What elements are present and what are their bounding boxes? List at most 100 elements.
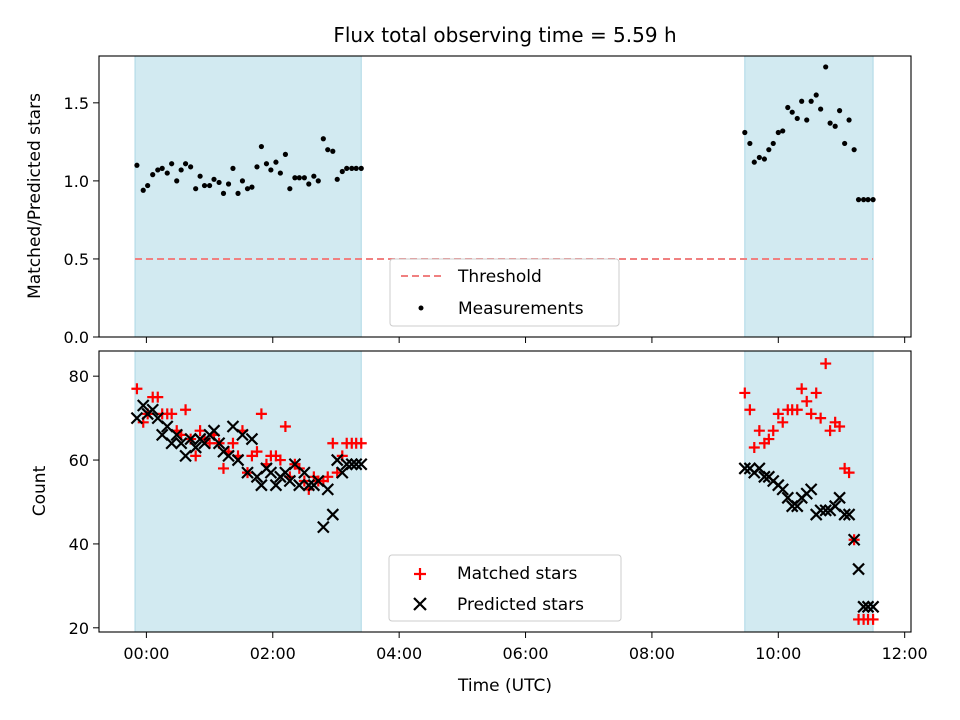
measurements-point (320, 136, 326, 142)
predicted-legend-swatch (413, 597, 427, 611)
measurements-legend-label: Measurements (458, 299, 584, 319)
matched-stars-point (251, 446, 263, 458)
predicted-stars-point (236, 428, 249, 442)
y-tick-label: 1.0 (64, 172, 89, 191)
measurements-point (169, 161, 175, 167)
measurements-point (785, 104, 791, 111)
x-tick-label: 02:00 (250, 644, 296, 663)
matched-stars-point (843, 467, 855, 479)
matched-stars-point (131, 383, 143, 395)
matched-stars-point (763, 433, 775, 445)
predicted-stars-point (170, 428, 184, 442)
matched-stars-point (777, 416, 789, 428)
measurements-point (282, 151, 289, 157)
measurements-point (315, 178, 321, 184)
measurements-point (770, 140, 776, 147)
matched-legend-label: Matched stars (457, 564, 577, 584)
predicted-stars-point (189, 441, 202, 454)
measurements-point (287, 186, 293, 192)
matched-legend-swatch (414, 568, 426, 580)
threshold-legend-label: Threshold (457, 267, 542, 287)
measurements-point (301, 175, 307, 181)
measurements-point (865, 197, 871, 203)
measurements-point (296, 175, 302, 181)
measurements-point (827, 120, 833, 126)
matched-stars-point (279, 420, 291, 432)
y-tick-label: 20 (69, 619, 89, 638)
matched-stars-point (355, 437, 367, 449)
x-tick-label: 10:00 (755, 644, 801, 663)
measurements-point (334, 176, 340, 182)
measurements-point (861, 197, 867, 203)
top-legend-box (389, 258, 620, 327)
predicted-stars-point (283, 474, 297, 488)
measurements-point (836, 108, 843, 114)
predicted-stars-point (130, 411, 144, 425)
measurements-point (197, 173, 203, 179)
bottom-legend-box (388, 554, 622, 622)
predicted-stars-point (198, 436, 211, 450)
measurements-point (258, 143, 264, 150)
measurements-point (174, 178, 180, 184)
top-panel-frame (98, 55, 912, 338)
matched-stars-point (805, 408, 817, 420)
measurements-point (846, 117, 852, 123)
predicted-stars-point (174, 436, 188, 450)
measurements-point (761, 156, 767, 162)
predicted-stars-point (349, 457, 363, 471)
matched-stars-point (748, 441, 760, 453)
measurements-point (225, 181, 232, 187)
measurements-point (306, 181, 312, 187)
measurements-point (206, 182, 213, 189)
measurements-point (220, 190, 227, 196)
predicted-stars-point (179, 449, 192, 463)
measurements-point (193, 186, 199, 192)
measurements-point (808, 98, 814, 104)
measurements-point (813, 92, 819, 98)
x-tick-label: 08:00 (629, 644, 675, 663)
y-tick-label: 0.5 (64, 250, 89, 269)
predicted-stars-point (293, 478, 306, 492)
measurements-point (747, 140, 753, 147)
measurements-point (244, 186, 251, 192)
predicted-stars-point (842, 508, 856, 521)
matched-stars-point (322, 471, 334, 483)
matched-stars-point (194, 425, 206, 437)
predicted-legend-label: Predicted stars (457, 595, 584, 615)
observing-window-shade (134, 350, 362, 633)
measurements-point (742, 129, 748, 136)
measurements-point (134, 162, 140, 168)
measurements-point (823, 64, 829, 70)
matched-stars-point (801, 395, 813, 407)
matched-stars-point (767, 425, 779, 437)
x-tick-label: 04:00 (376, 644, 422, 663)
matched-stars-point (327, 437, 339, 449)
measurements-point (751, 159, 757, 165)
measurements-point (349, 165, 355, 171)
predicted-stars-point (833, 491, 846, 505)
measurements-point (766, 147, 772, 153)
top-panel: 0.0 0.5 1.0 1.5 Flux total observing time =… (25, 23, 912, 347)
x-tick-label: 12:00 (882, 644, 928, 663)
measurements-point (789, 109, 795, 115)
measurements-point (164, 170, 170, 176)
measurements-point (159, 165, 165, 171)
y-tick-label: 40 (69, 535, 89, 554)
measurements-point (818, 106, 824, 112)
predicted-stars-point (852, 562, 865, 576)
bottom-y-axis-label: Count (30, 465, 50, 516)
predicted-stars-point (330, 453, 344, 467)
y-tick-label: 60 (69, 451, 89, 470)
predicted-stars-point (241, 466, 254, 479)
measurements-point (155, 167, 161, 173)
y-tick-label: 80 (69, 367, 89, 386)
measurements-point (178, 167, 184, 173)
predicted-stars-point (136, 399, 150, 412)
matched-stars-point (180, 404, 192, 416)
measurements-point (851, 147, 857, 153)
predicted-stars-point (866, 600, 880, 614)
measurements-point (756, 154, 762, 161)
matched-stars-point (190, 450, 202, 462)
predicted-stars-point (165, 436, 178, 450)
